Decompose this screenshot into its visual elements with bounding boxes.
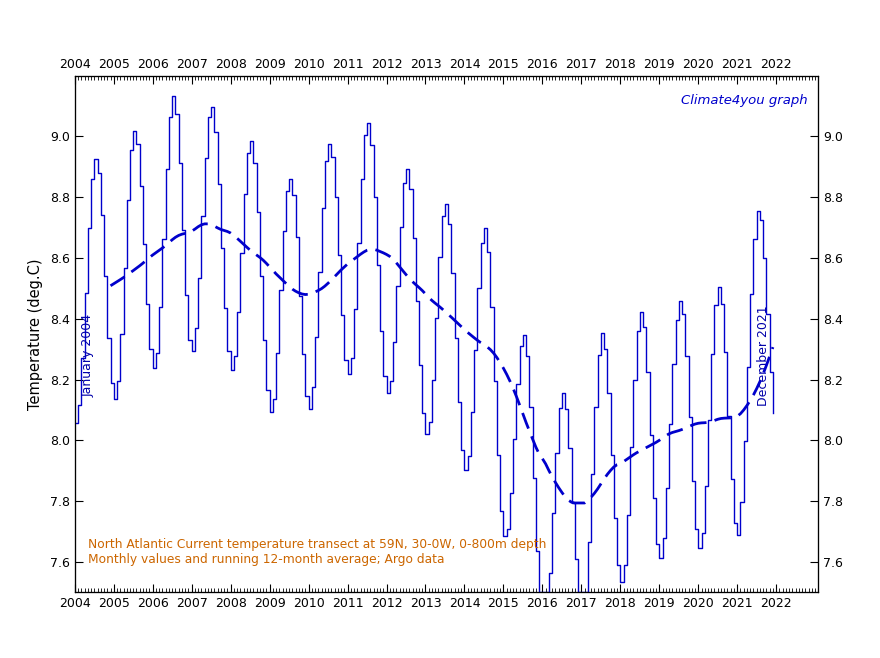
Text: Climate4you graph: Climate4you graph [680, 93, 807, 107]
Text: North Atlantic Current temperature transect at 59N, 30-0W, 0-800m depth
Monthly : North Atlantic Current temperature trans… [88, 538, 546, 567]
Text: January 2004: January 2004 [82, 314, 95, 397]
Y-axis label: Temperature (deg.C): Temperature (deg.C) [28, 258, 43, 410]
Text: December 2021: December 2021 [757, 305, 770, 405]
